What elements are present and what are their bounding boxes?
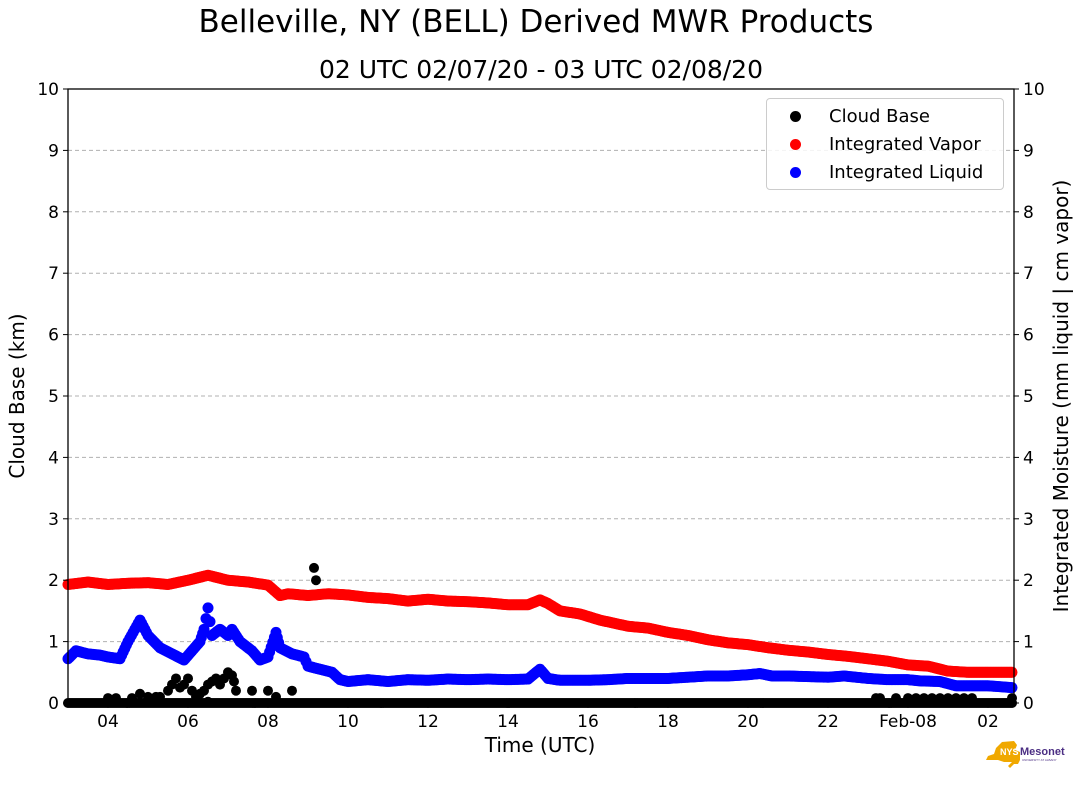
- y-tick-label-left: 6: [48, 326, 59, 346]
- integrated-liquid-point: [198, 623, 210, 635]
- x-tick-label: 16: [577, 712, 599, 732]
- cloud-base-point: [903, 693, 913, 704]
- cloud-base-point: [103, 693, 113, 704]
- y-tick-label-right: 1: [1023, 633, 1034, 653]
- cloud-base-point: [127, 693, 137, 704]
- x-tick-label: 18: [657, 712, 679, 732]
- y-tick-label-left: 5: [48, 387, 59, 407]
- y-tick-label-left: 7: [48, 264, 59, 284]
- y-tick-label-right: 4: [1023, 448, 1034, 468]
- y-tick-label-right: 0: [1023, 694, 1034, 714]
- y-tick-label-right: 8: [1023, 203, 1034, 223]
- y-axis-label-left: Cloud Base (km): [5, 313, 29, 478]
- x-tick-label: 04: [97, 712, 119, 732]
- integrated-liquid-point: [204, 616, 216, 628]
- nys-mesonet-logo: NYS Mesonet UNIVERSITY AT ALBANY: [986, 741, 1065, 768]
- y-tick-label-right: 3: [1023, 510, 1034, 530]
- cloud-base-point: [231, 685, 241, 696]
- cloud-base-point: [155, 691, 165, 702]
- x-tick-label: 12: [417, 712, 439, 732]
- legend-marker-icon: [790, 166, 801, 178]
- cloud-base-point: [309, 562, 319, 573]
- y-tick-label-right: 6: [1023, 326, 1034, 346]
- cloud-base-point: [959, 693, 969, 704]
- y-tick-label-left: 4: [48, 448, 59, 468]
- cloud-base-point: [263, 685, 273, 696]
- integrated-liquid-point: [202, 602, 214, 614]
- y-tick-label-left: 3: [48, 510, 59, 530]
- cloud-base-point: [183, 673, 193, 684]
- cloud-base-point: [229, 676, 239, 687]
- cloud-base-point: [247, 685, 257, 696]
- legend-label: Cloud Base: [829, 105, 930, 127]
- cloud-base-point: [203, 696, 213, 707]
- cloud-base-point: [1007, 693, 1017, 704]
- x-tick-label: 22: [817, 712, 839, 732]
- y-tick-label-left: 10: [37, 80, 59, 100]
- y-tick-label-left: 1: [48, 633, 59, 653]
- cloud-base-point: [171, 673, 181, 684]
- cloud-base-point: [911, 693, 921, 704]
- y-tick-label-right: 9: [1023, 141, 1034, 161]
- x-tick-label: 20: [737, 712, 759, 732]
- cloud-base-point: [875, 693, 885, 704]
- data-layer: [62, 562, 1018, 708]
- legend-item-cloud-base: Cloud Base: [767, 102, 930, 130]
- grid-lines: [68, 149, 1014, 643]
- cloud-base-point: [927, 693, 937, 704]
- legend: Cloud Base Integrated Vapor Integrated L…: [766, 98, 1004, 190]
- cloud-base-point: [311, 575, 321, 586]
- cloud-base-point: [951, 693, 961, 704]
- logo-nys-text: NYS: [1000, 747, 1019, 757]
- new-york-state-icon: [986, 741, 1020, 768]
- legend-label: Integrated Vapor: [829, 133, 981, 155]
- y-tick-label-left: 2: [48, 571, 59, 591]
- chart-subtitle: 02 UTC 02/07/20 - 03 UTC 02/08/20: [318, 55, 763, 84]
- logo-mesonet-text: Mesonet: [1020, 746, 1065, 758]
- cloud-base-point: [943, 693, 953, 704]
- chart-title: Belleville, NY (BELL) Derived MWR Produc…: [198, 4, 874, 40]
- legend-marker-icon: [790, 110, 801, 122]
- y-tick-label-left: 9: [48, 141, 59, 161]
- y-axis-label-right: Integrated Moisture (mm liquid | cm vapo…: [1049, 180, 1073, 613]
- legend-item-integrated-vapor: Integrated Vapor: [767, 130, 981, 158]
- cloud-base-point: [111, 693, 121, 704]
- cloud-base-point: [287, 685, 297, 696]
- legend-label: Integrated Liquid: [829, 161, 984, 183]
- y-tick-label-left: 8: [48, 203, 59, 223]
- x-tick-label: 14: [497, 712, 519, 732]
- x-tick-label: 08: [257, 712, 279, 732]
- integrated-vapor-point: [1006, 666, 1018, 678]
- x-axis-label: Time (UTC): [484, 733, 596, 757]
- cloud-base-point: [271, 691, 281, 702]
- legend-item-integrated-liquid: Integrated Liquid: [767, 158, 983, 186]
- legend-marker-icon: [790, 138, 801, 150]
- cloud-base-point: [143, 691, 153, 702]
- x-tick-label: 10: [337, 712, 359, 732]
- logo-sub-text: UNIVERSITY AT ALBANY: [1022, 758, 1057, 762]
- y-tick-label-left: 0: [48, 694, 59, 714]
- x-tick-label: 02: [977, 712, 999, 732]
- x-tick-label: 06: [177, 712, 199, 732]
- y-tick-label-right: 10: [1023, 80, 1045, 100]
- cloud-base-point: [891, 693, 901, 704]
- y-tick-label-right: 7: [1023, 264, 1034, 284]
- y-tick-label-right: 5: [1023, 387, 1034, 407]
- integrated-liquid-point: [1006, 682, 1018, 694]
- cloud-base-point: [919, 693, 929, 704]
- cloud-base-point: [935, 693, 945, 704]
- y-tick-label-right: 2: [1023, 571, 1034, 591]
- x-tick-label: Feb-08: [879, 712, 937, 732]
- cloud-base-point: [135, 688, 145, 699]
- cloud-base-point: [967, 693, 977, 704]
